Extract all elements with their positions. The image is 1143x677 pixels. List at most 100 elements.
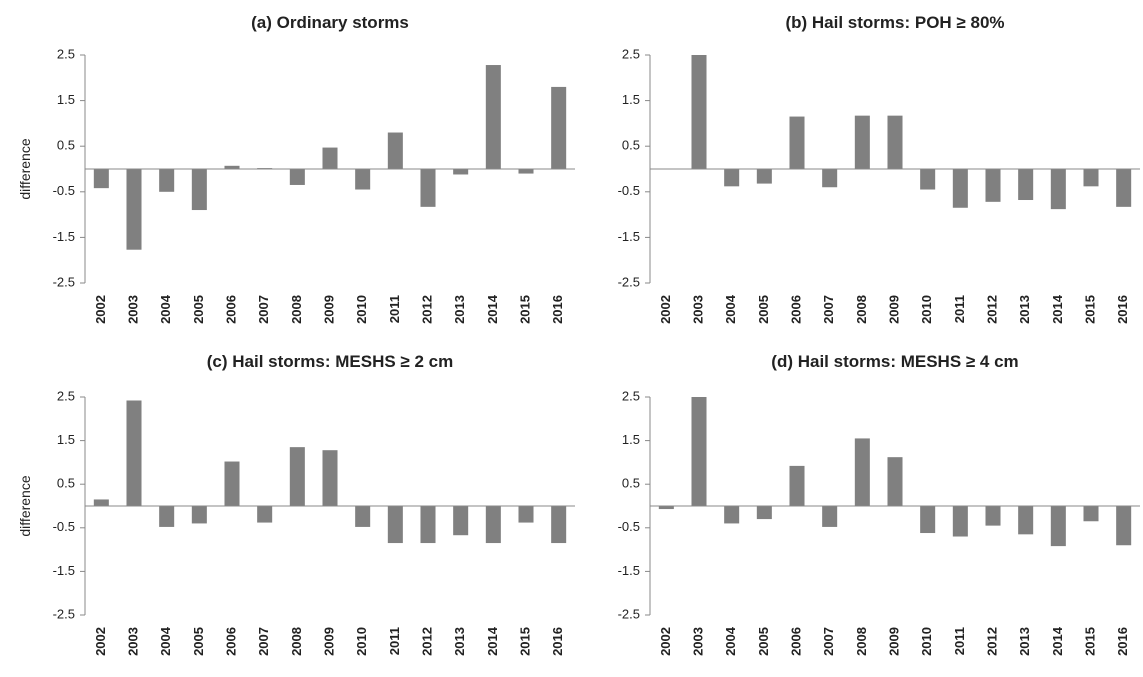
bar <box>420 506 436 544</box>
x-tick-label: 2015 <box>517 627 532 656</box>
bar <box>691 55 707 169</box>
y-tick-label: 0.5 <box>622 138 640 153</box>
chart-title: (c) Hail storms: MESHS ≥ 2 cm <box>207 352 453 371</box>
x-tick-label: 2005 <box>756 627 771 656</box>
bar <box>93 499 109 506</box>
bar <box>854 438 870 506</box>
bar <box>952 169 968 208</box>
bar <box>191 169 207 211</box>
bar <box>126 169 142 250</box>
bar <box>355 506 371 527</box>
x-tick-label: 2014 <box>1050 626 1065 656</box>
x-tick-label: 2013 <box>1017 295 1032 324</box>
bar <box>887 115 903 169</box>
y-tick-label: 0.5 <box>622 476 640 491</box>
bar <box>1050 169 1066 210</box>
bar <box>289 447 305 506</box>
x-tick-label: 2012 <box>984 627 999 656</box>
x-tick-label: 2009 <box>321 627 336 656</box>
bar <box>691 397 707 506</box>
x-tick-label: 2002 <box>658 627 673 656</box>
bar <box>789 116 805 169</box>
x-tick-label: 2002 <box>658 295 673 324</box>
bar <box>224 461 240 506</box>
bar <box>1018 506 1034 535</box>
chart-title: (b) Hail storms: POH ≥ 80% <box>785 13 1004 32</box>
bar <box>518 506 534 523</box>
x-tick-label: 2016 <box>550 627 565 656</box>
y-tick-label: 1.5 <box>622 432 640 447</box>
x-tick-label: 2004 <box>723 294 738 324</box>
x-tick-label: 2013 <box>452 627 467 656</box>
bar <box>985 506 1001 526</box>
x-tick-label: 2003 <box>125 295 140 324</box>
bar <box>485 65 501 169</box>
chart-title: (d) Hail storms: MESHS ≥ 4 cm <box>771 352 1018 371</box>
bar <box>126 400 142 506</box>
y-tick-label: -0.5 <box>53 183 75 198</box>
y-tick-label: 1.5 <box>57 92 75 107</box>
bar <box>1083 506 1099 522</box>
x-tick-label: 2002 <box>93 295 108 324</box>
bar <box>822 169 838 188</box>
y-tick-label: -2.5 <box>618 606 640 621</box>
x-tick-label: 2007 <box>821 627 836 656</box>
x-tick-label: 2012 <box>419 295 434 324</box>
x-tick-label: 2008 <box>289 627 304 656</box>
x-tick-label: 2004 <box>158 294 173 324</box>
bar <box>453 169 469 175</box>
x-tick-label: 2015 <box>517 295 532 324</box>
bar <box>453 506 469 536</box>
bar <box>551 86 567 169</box>
y-tick-label: -2.5 <box>53 274 75 289</box>
bar <box>551 506 567 544</box>
y-tick-label: -1.5 <box>618 229 640 244</box>
bar <box>756 506 772 520</box>
y-tick-label: 2.5 <box>57 388 75 403</box>
x-tick-label: 2012 <box>419 627 434 656</box>
x-tick-label: 2016 <box>1115 627 1130 656</box>
bar <box>159 169 175 192</box>
bar <box>724 506 740 524</box>
bar <box>257 506 273 523</box>
y-tick-label: -2.5 <box>618 274 640 289</box>
bar <box>920 506 936 534</box>
x-tick-label: 2014 <box>485 626 500 656</box>
x-tick-label: 2011 <box>952 295 967 323</box>
x-tick-label: 2013 <box>1017 627 1032 656</box>
bar <box>159 506 175 527</box>
x-tick-label: 2004 <box>723 626 738 656</box>
bar <box>420 169 436 207</box>
x-tick-label: 2014 <box>1050 294 1065 324</box>
x-tick-label: 2006 <box>223 627 238 656</box>
chart-title: (a) Ordinary storms <box>251 13 409 32</box>
y-axis-label: difference <box>17 138 33 199</box>
x-tick-label: 2006 <box>788 627 803 656</box>
y-tick-label: 1.5 <box>622 92 640 107</box>
x-tick-label: 2010 <box>919 295 934 324</box>
y-tick-label: -0.5 <box>618 519 640 534</box>
x-tick-label: 2009 <box>886 295 901 324</box>
bar <box>322 450 338 506</box>
y-axis-label: difference <box>17 475 33 536</box>
bar <box>191 506 207 524</box>
bar <box>658 506 674 510</box>
bar <box>985 169 1001 202</box>
x-tick-label: 2002 <box>93 627 108 656</box>
x-tick-label: 2015 <box>1082 627 1097 656</box>
bar <box>724 169 740 187</box>
bar <box>952 506 968 537</box>
bar <box>1116 169 1132 207</box>
y-tick-label: 0.5 <box>57 476 75 491</box>
x-tick-label: 2010 <box>919 627 934 656</box>
x-tick-label: 2009 <box>886 627 901 656</box>
x-tick-label: 2015 <box>1082 295 1097 324</box>
x-tick-label: 2012 <box>984 295 999 324</box>
y-tick-label: -0.5 <box>618 183 640 198</box>
x-tick-label: 2011 <box>387 295 402 323</box>
y-tick-label: -0.5 <box>53 519 75 534</box>
x-tick-label: 2016 <box>1115 295 1130 324</box>
x-tick-label: 2004 <box>158 626 173 656</box>
y-tick-label: -2.5 <box>53 606 75 621</box>
bar <box>789 465 805 506</box>
